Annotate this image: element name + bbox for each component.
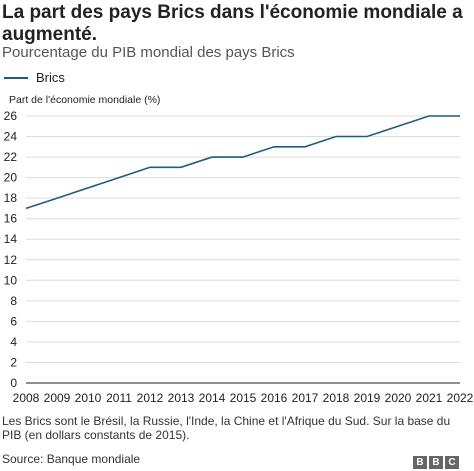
y-tick-label: 0 [10, 376, 17, 390]
chart-title: La part des pays Brics dans l'économie m… [2, 2, 463, 45]
series-line-brics [25, 115, 460, 210]
y-tick-label: 22 [4, 150, 18, 164]
y-tick-label: 12 [4, 253, 18, 267]
y-tick-label: 24 [4, 130, 18, 144]
x-tick-label: 2012 [137, 391, 164, 405]
x-tick-label: 2019 [354, 391, 381, 405]
x-tick-label: 2020 [385, 391, 412, 405]
x-tick-label: 2015 [230, 391, 257, 405]
footnote: Les Brics sont le Brésil, la Russie, l'I… [2, 414, 451, 442]
y-tick-label: 10 [4, 273, 18, 287]
x-tick-label: 2022 [447, 391, 474, 405]
y-tick-label: 2 [10, 355, 17, 369]
y-tick-label: 16 [4, 212, 18, 226]
x-tick-label: 2011 [106, 391, 132, 405]
chart-subtitle: Pourcentage du PIB mondial des pays Bric… [2, 44, 295, 61]
x-tick-label: 2009 [44, 391, 71, 405]
x-tick-label: 2017 [292, 391, 319, 405]
legend: Brics [4, 70, 65, 85]
bbc-logo: B B C [413, 456, 459, 469]
grid-lines [26, 115, 460, 363]
y-tick-label: 26 [4, 109, 18, 123]
y-tick-label: 20 [4, 171, 18, 185]
y-axis-label: Part de l'économie mondiale (%) [9, 94, 161, 106]
bbc-logo-block-3: C [445, 456, 459, 469]
x-tick-label: 2013 [168, 391, 195, 405]
legend-label-brics: Brics [36, 70, 65, 85]
y-tick-label: 14 [4, 232, 18, 246]
x-tick-label: 2016 [261, 391, 288, 405]
x-tick-label: 2021 [416, 391, 443, 405]
legend-swatch-brics [4, 76, 28, 79]
x-tick-label: 2010 [75, 391, 102, 405]
x-tick-labels: 2008 2009 2010 2011 2012 2013 2014 2015 2016 2017… [13, 391, 474, 405]
y-tick-label: 4 [10, 335, 17, 349]
bbc-logo-block-2: B [429, 456, 443, 469]
x-tick-label: 2008 [13, 391, 40, 405]
y-tick-label: 8 [10, 294, 17, 308]
source-text: Source: Banque mondiale [2, 452, 141, 466]
y-tick-label: 6 [10, 314, 17, 328]
bbc-logo-block-1: B [413, 456, 427, 469]
x-tick-label: 2018 [323, 391, 350, 405]
x-tick-label: 2014 [199, 391, 226, 405]
y-tick-label: 18 [4, 191, 18, 205]
